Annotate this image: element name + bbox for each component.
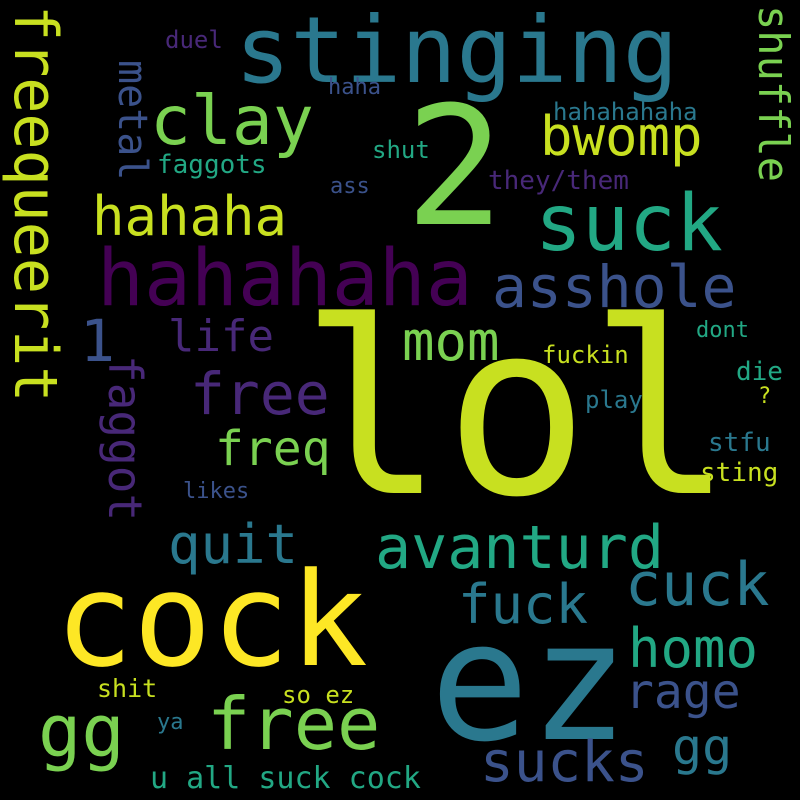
word-free-bottom: free: [207, 682, 381, 766]
word-gg-left: gg: [38, 689, 125, 773]
word-hahahahaha: hahahahaha: [553, 98, 698, 126]
word-lol: lol: [300, 270, 734, 550]
word-play: play: [585, 386, 643, 414]
word-so-ez: so ez: [282, 681, 355, 709]
word-faggots: faggots: [157, 150, 267, 180]
word-faggot: faggot: [98, 355, 152, 522]
word-likes: likes: [183, 479, 250, 504]
word-sucks: sucks: [480, 730, 649, 795]
word-stfu: stfu: [708, 428, 771, 458]
word-quit: quit: [168, 513, 299, 576]
word-ya: ya: [157, 710, 184, 735]
word-life: life: [168, 311, 274, 362]
word-fuck: fuck: [458, 573, 589, 636]
word-die: die: [736, 357, 783, 387]
word-u-all-suck-cock: u all suck cock: [150, 761, 421, 796]
word-shuffle: shuffle: [749, 5, 798, 183]
word-freq: freq: [215, 421, 331, 477]
word-stinging: stinging: [235, 0, 679, 104]
word-they-them: they/them: [488, 166, 629, 196]
word-shit: shit: [97, 674, 158, 703]
word-fuckin: fuckin: [542, 341, 629, 369]
word-free-mid: free: [190, 360, 330, 428]
word-bwomp: bwomp: [540, 105, 703, 168]
word-duel: duel: [165, 26, 223, 54]
word-ass: ass: [330, 174, 370, 199]
word-shut: shut: [372, 136, 430, 164]
word-haha: haha: [328, 75, 381, 100]
word-metal: metal: [109, 60, 155, 181]
word-hahahaha: hahahaha: [97, 234, 473, 324]
word-mom: mom: [402, 310, 500, 373]
word-hahaha: hahaha: [92, 185, 288, 248]
word-avanturd: avanturd: [375, 513, 664, 583]
word-question: ?: [758, 384, 772, 409]
word-rage: rage: [625, 664, 741, 720]
word-cuck: cuck: [625, 550, 770, 620]
word-asshole: asshole: [492, 253, 737, 321]
word-ez: ez: [430, 586, 629, 778]
word-gg-right: gg: [672, 718, 733, 776]
word-cock: cock: [55, 544, 369, 696]
word-clay: clay: [150, 82, 314, 161]
word-suck: suck: [535, 179, 723, 269]
word-freequeerit: freequeerit: [0, 5, 70, 403]
word-dont: dont: [696, 318, 749, 343]
word-sting: sting: [700, 458, 779, 488]
word-homo: homo: [628, 617, 759, 680]
word-1: 1: [80, 307, 115, 375]
word-2: 2: [405, 71, 505, 263]
